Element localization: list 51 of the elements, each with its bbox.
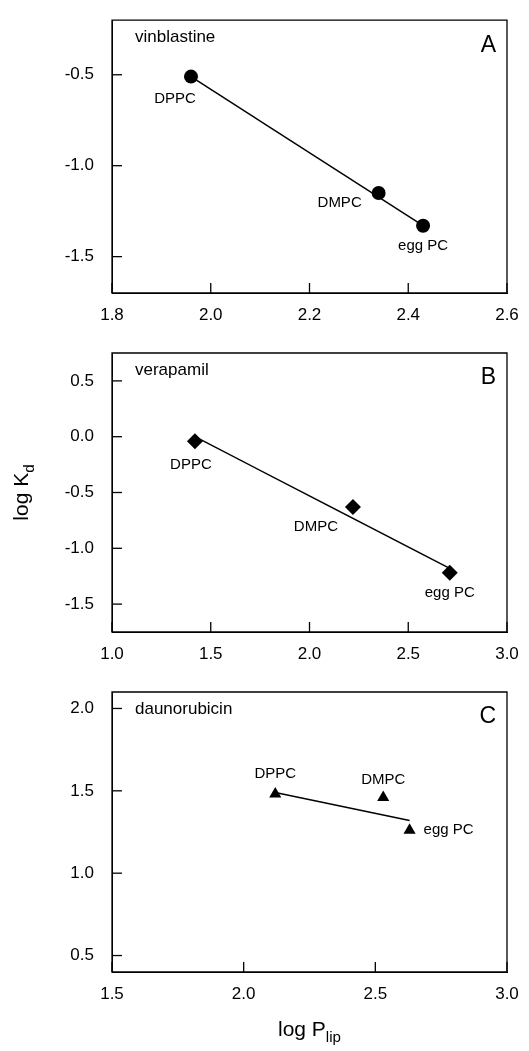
annotation: egg PC [398,235,449,253]
x-tick-label: 1.8 [100,304,124,324]
x-tick-label: 2.5 [396,643,421,663]
x-tick-label: 2.0 [297,643,322,663]
point [371,185,386,200]
x-tick-label: 2.4 [396,304,421,324]
x-tick-label: 1.5 [198,643,223,663]
y-tick-label: -1.5 [64,593,94,613]
y-tick-label: -1.0 [64,537,94,557]
point [344,499,361,516]
annotation: DPPC [170,455,212,473]
x-tick-label: 3.0 [495,643,519,663]
point [377,790,390,801]
annotation: verapamil [135,359,209,379]
x-tick-label: 2.2 [297,304,322,324]
annotation: B [480,363,496,390]
y-axis-title: log Kd [8,464,37,521]
y-tick-label: 1.0 [70,862,94,882]
y-tick-label: 0.0 [70,426,94,446]
point [416,218,431,233]
point [441,564,458,581]
point [186,433,203,450]
annotation: DMPC [361,769,406,787]
point [403,823,416,834]
annotation: egg PC [424,582,475,600]
x-tick-label: 2.0 [231,983,256,1003]
annotation: daunorubicin [135,698,233,718]
x-tick-label: 2.0 [198,304,223,324]
annotation: DMPC [293,517,339,535]
point [184,69,198,84]
y-tick-label: -1.5 [64,246,94,266]
annotation: egg PC [423,820,474,838]
y-tick-label: 0.5 [70,370,94,390]
y-tick-label: -0.5 [64,482,94,502]
annotation: A [480,30,497,57]
x-tick-label: 1.5 [100,983,124,1003]
x-tick-label: 2.6 [495,304,519,324]
x-tick-label: 2.5 [363,983,388,1003]
y-tick-label: 1.5 [70,780,94,800]
annotation: DMPC [317,193,362,211]
y-tick-label: -0.5 [64,64,94,84]
annotation: DPPC [154,88,196,106]
annotation: DPPC [254,764,297,782]
x-tick-label: 3.0 [495,983,519,1003]
annotation: C [479,702,496,729]
annotation: vinblastine [135,26,216,46]
x-tick-label: 1.0 [100,643,124,663]
y-tick-label: 0.5 [70,945,94,965]
point [269,787,282,798]
y-tick-label: 2.0 [70,698,94,718]
y-tick-label: -1.0 [64,155,94,175]
